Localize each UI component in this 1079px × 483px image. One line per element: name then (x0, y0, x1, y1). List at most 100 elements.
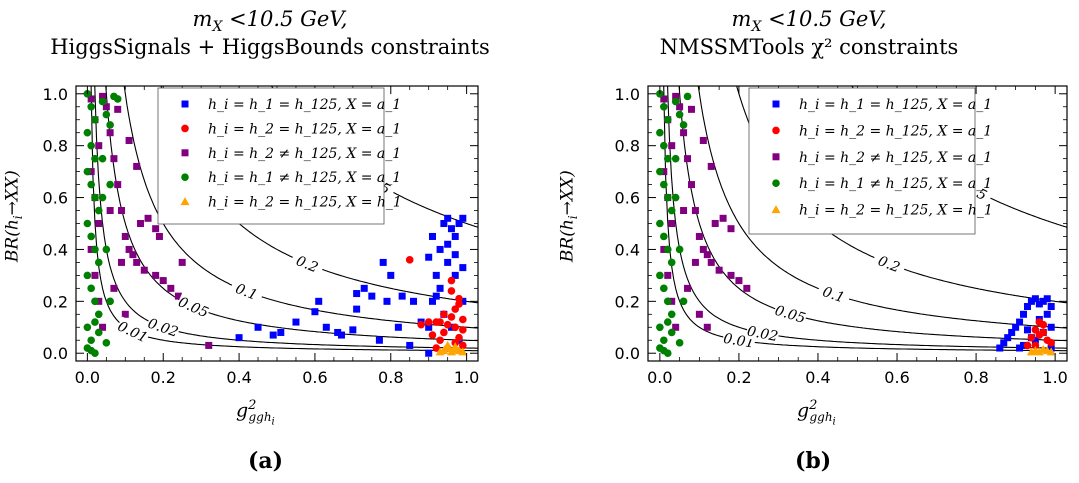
legend: h_i = h_1 = h_125, X = a_1 h_i = h_2 = h_… (748, 87, 993, 235)
scatter-point (667, 258, 676, 267)
scatter-point (679, 121, 688, 129)
scatter-point (447, 287, 456, 295)
legend-marker (772, 100, 780, 108)
scatter-point (121, 310, 129, 318)
contour-line (105, 86, 478, 342)
legend-marker (181, 124, 189, 133)
scatter-point (451, 251, 459, 259)
scatter-point (94, 258, 103, 267)
contour-label: 0.01 (115, 319, 150, 347)
panel-b-title-line2: NMSSMTools χ² constraints (659, 35, 959, 59)
scatter-point (1031, 326, 1040, 334)
scatter-point (996, 344, 1004, 352)
scatter-point (691, 207, 699, 215)
scatter-point (436, 284, 444, 292)
scatter-point (95, 142, 103, 150)
scatter-point (254, 323, 262, 331)
scatter-point (663, 245, 672, 254)
legend-label: h_i = h_2 ≠ h_125, X = a_1 (208, 146, 401, 162)
y-tick-label: 0.4 (615, 240, 640, 259)
legend-marker (181, 149, 189, 157)
x-tick-label: 0.8 (963, 368, 988, 387)
scatter-point (144, 214, 152, 222)
scatter-point (458, 347, 468, 356)
scatter-point (1047, 303, 1055, 311)
scatter-point (1035, 331, 1044, 339)
scatter-point (440, 220, 448, 227)
scatter-point (417, 320, 425, 329)
scatter-point (447, 313, 456, 321)
scatter-point (447, 225, 455, 233)
contour-label: 0.2 (294, 253, 321, 276)
scatter-point (687, 181, 695, 189)
scatter-point (99, 92, 107, 100)
scatter-point (703, 251, 711, 259)
scatter-point (133, 258, 141, 266)
scatter-point (703, 323, 711, 331)
scatter-point (102, 339, 111, 347)
scatter-point (152, 225, 160, 233)
scatter-point (1039, 320, 1048, 329)
scatter-point (205, 341, 213, 349)
panel-a-xlabel: g2gghi (236, 398, 275, 428)
scatter-point (94, 310, 103, 319)
contour-label: 0.02 (146, 316, 181, 341)
scatter-point (1020, 341, 1028, 349)
scatter-point (719, 214, 727, 222)
scatter-point (83, 219, 92, 228)
contour-line (678, 86, 1067, 342)
scatter-point (707, 162, 715, 170)
scatter-point (1008, 328, 1016, 336)
x-tick-label: 0.2 (150, 368, 175, 387)
scatter-point (444, 214, 452, 222)
scatter-group (656, 89, 1056, 358)
scatter-point (125, 136, 133, 144)
y-tick-label: 0.2 (615, 292, 640, 311)
scatter-point (91, 154, 99, 163)
legend-label: h_i = h_2 = h_125, X = a_1 (208, 121, 401, 137)
scatter-point (443, 340, 453, 349)
scatter-point (451, 323, 460, 332)
scatter-point (1027, 297, 1035, 305)
contour-line (90, 86, 478, 352)
scatter-point (428, 232, 436, 240)
scatter-point (660, 284, 668, 293)
scatter-point (1031, 341, 1040, 350)
scatter-point (167, 284, 175, 292)
scatter-point (663, 318, 672, 326)
scatter-point (1031, 295, 1039, 303)
scatter-point (660, 245, 668, 253)
scatter-point (656, 271, 664, 280)
x-tick-label: 0.0 (647, 368, 672, 387)
scatter-point (675, 245, 684, 254)
scatter-point (1016, 344, 1024, 352)
scatter-point (444, 240, 452, 248)
x-tick-label: 0.6 (302, 368, 327, 387)
x-tick-label: 0.0 (75, 368, 100, 387)
scatter-point (660, 141, 668, 150)
scatter-point (102, 245, 111, 254)
scatter-point (102, 110, 111, 119)
scatter-point (735, 277, 743, 285)
scatter-point (91, 318, 99, 326)
scatter-point (106, 297, 114, 306)
scatter-point (405, 256, 414, 264)
scatter-point (334, 328, 342, 336)
contour-label: 0.02 (746, 323, 780, 345)
scatter-point (443, 320, 452, 329)
scatter-point (129, 251, 137, 259)
scatter-point (432, 318, 441, 326)
scatter-point (91, 245, 99, 254)
scatter-point (87, 141, 95, 150)
scatter-point (379, 258, 387, 266)
legend: h_i = h_1 = h_125, X = a_1 h_i = h_2 = h_… (157, 87, 402, 225)
scatter-point (1004, 334, 1012, 342)
scatter-point (675, 110, 684, 119)
contour-label: 0.05 (773, 303, 808, 327)
legend-label: h_i = h_1 = h_125, X = a_1 (208, 97, 401, 113)
scatter-point (727, 271, 735, 279)
scatter-point (91, 193, 99, 202)
scatter-point (1027, 333, 1036, 342)
scatter-point (406, 341, 414, 349)
panel-a: mX <10.5 GeV, HiggsSignals + HiggsBounds… (3, 7, 490, 474)
